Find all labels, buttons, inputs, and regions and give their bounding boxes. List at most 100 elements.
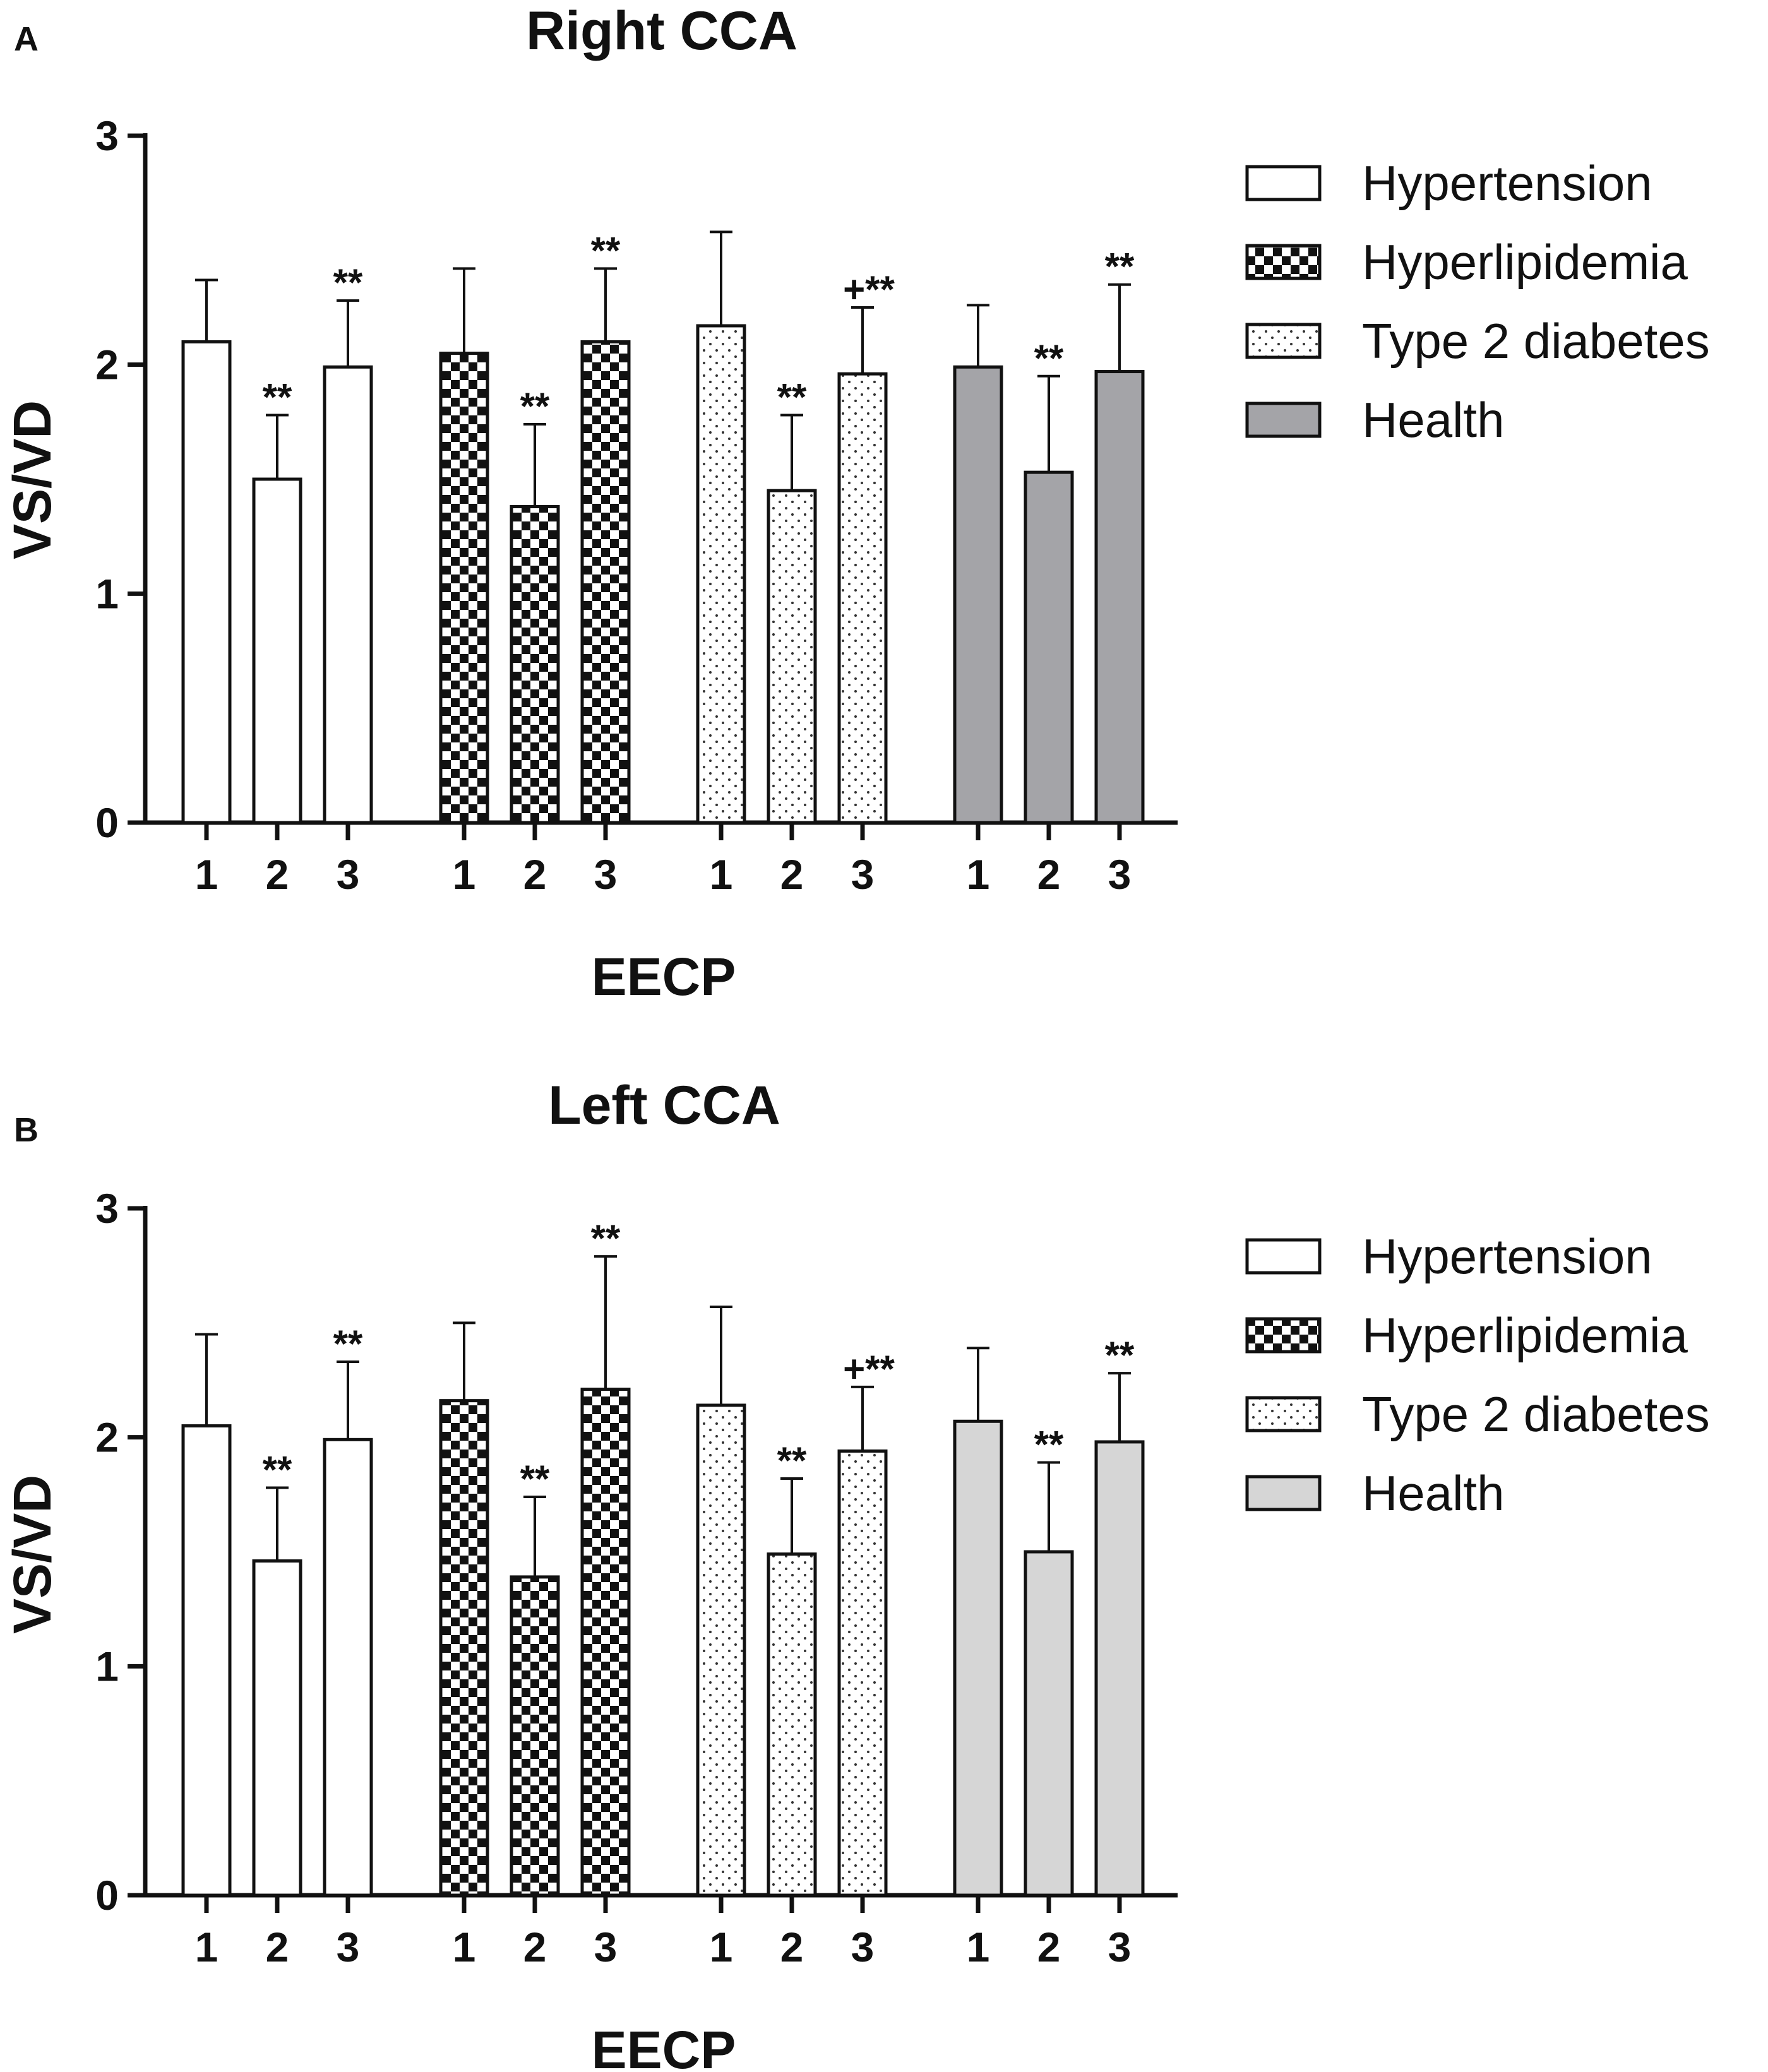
bar-hyperlipidemia-2: [510, 505, 560, 825]
x-tick-label: 3: [1108, 851, 1132, 898]
legend-item-hypertension: Hypertension: [1245, 155, 1652, 211]
legend-b: Hypertension Hyperlipidemia Type 2 diabete…: [1245, 1229, 1710, 1521]
chart-title-a: Right CCA: [526, 1, 797, 61]
y-tick-label: 0: [95, 799, 119, 846]
significance-label: **: [1105, 1334, 1135, 1376]
y-tick-label: 1: [95, 1643, 119, 1689]
series-hyperlipidemia: 1 2 ** 3 **: [439, 229, 631, 898]
bar-health-2: [1024, 470, 1074, 825]
y-tick-label: 2: [95, 1414, 119, 1461]
series-hypertension: 1 2 ** 3 **: [181, 1323, 373, 1970]
x-tick-label: 1: [710, 851, 733, 898]
legend-item-health: Health: [1245, 1465, 1504, 1521]
bar-type-2-diabetes-3: [837, 372, 888, 825]
legend-swatch: [1245, 1317, 1322, 1354]
x-tick-label: 2: [266, 851, 289, 898]
bar-health-1: [953, 1419, 1003, 1897]
x-axis-title-a: EECP: [592, 947, 736, 1006]
bar-hyperlipidemia-1: [439, 1399, 489, 1897]
significance-label: **: [263, 376, 292, 418]
y-tick-label: 3: [95, 112, 119, 159]
chart-title-b: Left CCA: [548, 1075, 780, 1136]
bar-health-3: [1094, 1440, 1145, 1897]
significance-label: **: [1034, 337, 1064, 379]
x-tick-label: 3: [594, 1924, 618, 1970]
x-tick-label: 2: [1037, 851, 1061, 898]
significance-label: **: [1105, 246, 1135, 288]
x-tick-label: 2: [780, 851, 804, 898]
legend-item-hyperlipidemia: Hyperlipidemia: [1245, 234, 1688, 290]
significance-label: **: [333, 1323, 363, 1365]
legend-label: Hyperlipidemia: [1362, 234, 1688, 290]
bar-health-1: [953, 365, 1003, 825]
significance-label: **: [520, 385, 550, 427]
x-tick-label: 2: [266, 1924, 289, 1970]
legend-item-hyperlipidemia: Hyperlipidemia: [1245, 1307, 1688, 1363]
bar-type-2-diabetes-1: [696, 1403, 746, 1897]
bar-health-2: [1024, 1550, 1074, 1897]
legend-item-type-2-diabetes: Type 2 diabetes: [1245, 1386, 1710, 1442]
x-tick-label: 1: [453, 851, 476, 898]
panel-letter-a: A: [14, 20, 39, 58]
series-hypertension: 1 2 ** 3 **: [181, 261, 373, 898]
significance-label: **: [333, 261, 363, 304]
bar-hypertension-1: [181, 1424, 232, 1897]
x-tick-label: 2: [780, 1924, 804, 1970]
significance-label: **: [591, 1217, 621, 1259]
panel-letter-b: B: [14, 1111, 39, 1149]
series-type-2-diabetes: 1 2 ** 3 +**: [696, 230, 895, 898]
x-tick-label: 2: [1037, 1924, 1061, 1970]
legend-label: Health: [1362, 1465, 1504, 1521]
legend-label: Health: [1362, 392, 1504, 448]
series-type-2-diabetes: 1 2**3+**: [696, 1305, 895, 1970]
bar-type-2-diabetes-1: [696, 324, 746, 825]
x-tick-label: 2: [523, 1924, 547, 1970]
x-tick-label: 1: [195, 851, 218, 898]
x-tick-label: 3: [851, 851, 875, 898]
significance-label: **: [777, 376, 807, 418]
bar-type-2-diabetes-2: [767, 489, 817, 825]
series-health: 1 2**3**: [953, 1334, 1145, 1970]
legend-item-health: Health: [1245, 392, 1504, 448]
series-health: 1 2 ** 3 **: [953, 246, 1145, 898]
bar-health-3: [1094, 370, 1145, 825]
y-axis-title-b: VS/VD: [3, 1475, 62, 1634]
significance-label: **: [1034, 1424, 1064, 1466]
y-tick-label: 1: [95, 570, 119, 617]
x-tick-label: 3: [337, 1924, 360, 1970]
legend-label: Type 2 diabetes: [1362, 313, 1710, 369]
significance-label: +**: [843, 1348, 895, 1390]
significance-label: **: [777, 1439, 807, 1482]
x-tick-label: 2: [523, 851, 547, 898]
chart-panel-b: B Left CCA VS/VD EECP 0 1 2 3 1 2 ** 3 ** 1 2 ** 3 **…: [3, 1075, 1710, 2072]
significance-label: **: [263, 1448, 292, 1491]
bar-hypertension-3: [323, 365, 373, 825]
bar-type-2-diabetes-2: [767, 1552, 817, 1897]
legend-swatch: [1245, 402, 1322, 438]
x-tick-label: 1: [967, 851, 990, 898]
significance-label: **: [591, 229, 621, 271]
x-tick-label: 3: [594, 851, 618, 898]
bar-type-2-diabetes-3: [837, 1449, 888, 1897]
bar-hypertension-3: [323, 1438, 373, 1897]
bar-hypertension-2: [252, 477, 302, 825]
bar-hypertension-2: [252, 1559, 302, 1897]
y-axis-title-a: VS/VD: [3, 400, 62, 559]
y-tick-label: 3: [95, 1185, 119, 1232]
legend-swatch: [1245, 244, 1322, 280]
x-tick-label: 1: [710, 1924, 733, 1970]
legend-label: Hyperlipidemia: [1362, 1307, 1688, 1363]
x-tick-label: 1: [453, 1924, 476, 1970]
x-tick-label: 3: [337, 851, 360, 898]
legend-a: Hypertension Hyperlipidemia Type 2 diabete…: [1245, 155, 1710, 448]
legend-swatch: [1245, 1475, 1322, 1511]
bar-hyperlipidemia-3: [580, 340, 631, 825]
x-tick-label: 1: [195, 1924, 218, 1970]
bar-hyperlipidemia-3: [580, 1388, 631, 1897]
bar-hyperlipidemia-2: [510, 1575, 560, 1897]
significance-label: +**: [843, 268, 895, 311]
x-axis-title-b: EECP: [592, 2020, 736, 2072]
